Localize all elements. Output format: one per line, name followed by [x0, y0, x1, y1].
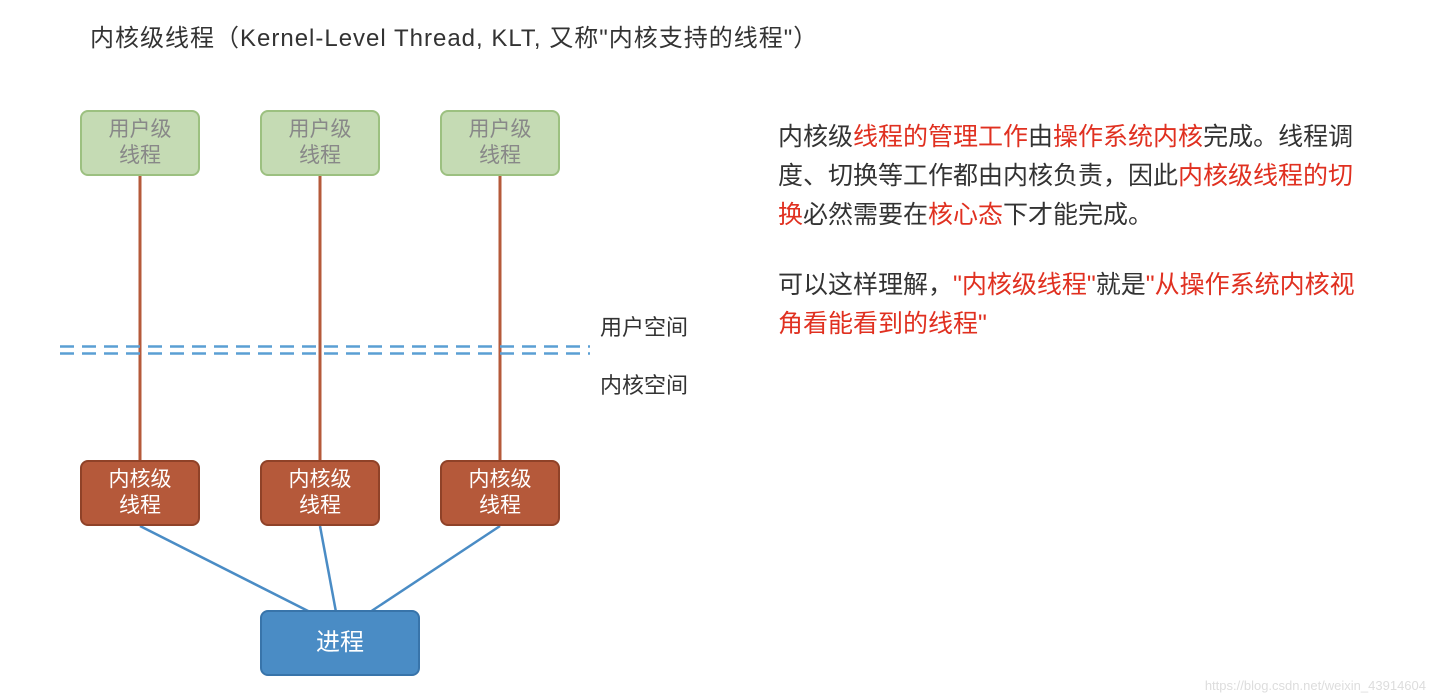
kernel-thread-node: 内核级 线程 [260, 460, 380, 526]
connector-kernel-process [370, 526, 500, 612]
highlighted-text: 核心态 [928, 201, 1003, 229]
user-space-label: 用户空间 [600, 310, 688, 342]
description-paragraph-1: 内核级线程的管理工作由操作系统内核完成。线程调度、切换等工作都由内核负责，因此内… [778, 118, 1368, 234]
description-text: 下才能完成。 [1003, 201, 1153, 229]
kernel-thread-node: 内核级 线程 [80, 460, 200, 526]
user-thread-node: 用户级 线程 [260, 110, 380, 176]
highlighted-text: 线程的管理工作 [853, 123, 1028, 151]
description-text: 可以这样理解， [778, 271, 953, 299]
kernel-space-label: 内核空间 [600, 368, 688, 400]
connector-kernel-process [140, 526, 310, 612]
highlighted-text: 操作系统内核 [1053, 123, 1203, 151]
description-paragraph-2: 可以这样理解，"内核级线程"就是"从操作系统内核视角看能看到的线程" [778, 266, 1368, 344]
kernel-thread-node: 内核级 线程 [440, 460, 560, 526]
description-panel: 内核级线程的管理工作由操作系统内核完成。线程调度、切换等工作都由内核负责，因此内… [778, 118, 1368, 376]
watermark: https://blog.csdn.net/weixin_43914604 [1205, 678, 1426, 693]
process-node: 进程 [260, 610, 420, 676]
user-thread-node: 用户级 线程 [80, 110, 200, 176]
description-text: 内核级 [778, 123, 853, 151]
thread-diagram: 用户级 线程用户级 线程用户级 线程内核级 线程内核级 线程内核级 线程进程用户… [60, 100, 720, 680]
description-text: 必然需要在 [803, 201, 928, 229]
highlighted-text: "内核级线程" [953, 271, 1096, 299]
user-thread-node: 用户级 线程 [440, 110, 560, 176]
description-text: 由 [1028, 123, 1053, 151]
description-text: 就是 [1096, 271, 1146, 299]
connector-kernel-process [320, 526, 336, 612]
page-title: 内核级线程（Kernel-Level Thread, KLT, 又称"内核支持的… [90, 18, 818, 53]
